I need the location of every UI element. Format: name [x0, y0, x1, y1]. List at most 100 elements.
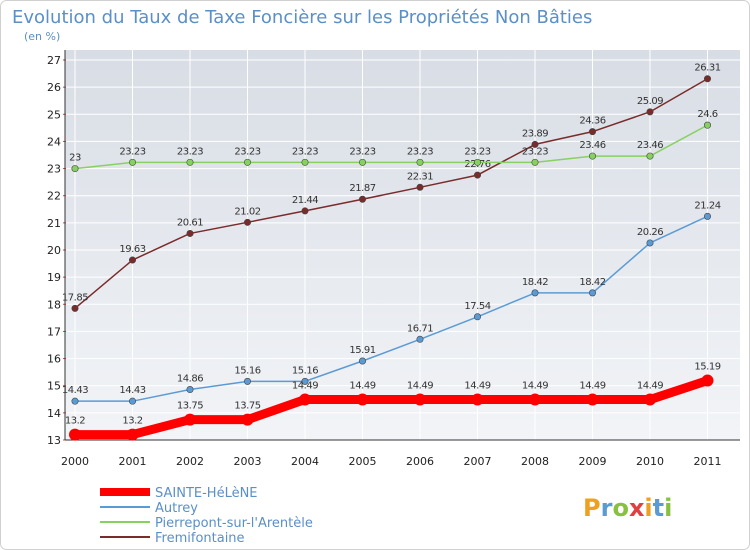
data-label: 23.23	[177, 146, 203, 157]
data-label: 25.09	[637, 96, 663, 107]
legend: SAINTE-HéLèNEAutreyPierrepont-sur-l'Aren…	[100, 486, 313, 546]
x-tick-label: 2007	[464, 455, 492, 468]
data-point	[244, 158, 252, 166]
x-tick-label: 2001	[119, 455, 147, 468]
data-label: 23	[69, 153, 81, 164]
data-label: 14.49	[579, 381, 605, 392]
data-label: 13.2	[65, 416, 85, 427]
data-point	[356, 393, 369, 406]
data-point	[186, 229, 194, 237]
y-tick-label: 20	[47, 244, 61, 257]
data-label: 14.49	[349, 381, 375, 392]
data-point	[358, 357, 366, 365]
data-label: 15.91	[349, 345, 375, 356]
data-label: 20.26	[637, 227, 663, 238]
y-tick-label: 19	[47, 271, 61, 284]
data-point	[186, 386, 194, 394]
data-label: 24.36	[579, 116, 605, 127]
data-label: 24.6	[697, 109, 717, 120]
data-point	[244, 377, 252, 385]
data-label: 14.86	[177, 374, 203, 385]
data-point	[416, 183, 424, 191]
y-tick-label: 17	[47, 325, 61, 338]
proxiti-logo: Proxiti	[583, 494, 672, 522]
data-point	[701, 374, 714, 387]
data-point	[71, 397, 79, 405]
data-point	[531, 158, 539, 166]
data-point	[644, 393, 656, 406]
data-label: 23.23	[464, 146, 490, 157]
legend-label: SAINTE-HéLèNE	[155, 486, 258, 501]
data-label: 15.16	[292, 365, 318, 376]
data-point	[586, 393, 599, 406]
data-label: 15.19	[694, 362, 720, 373]
data-point	[69, 428, 81, 441]
data-label: 14.43	[119, 385, 145, 396]
data-label: 21.44	[292, 195, 318, 206]
series-line	[75, 215, 708, 402]
data-point	[71, 304, 79, 312]
data-point	[588, 152, 596, 160]
data-point	[703, 75, 711, 83]
series-line	[74, 78, 708, 309]
data-point	[414, 393, 426, 406]
data-label: 18.42	[579, 277, 605, 288]
x-tick-label: 2010	[636, 455, 664, 468]
data-point	[129, 158, 137, 166]
chart-subtitle: (en %)	[24, 30, 60, 43]
data-point	[299, 393, 311, 406]
data-label: 23.46	[637, 140, 663, 151]
data-point	[126, 428, 139, 441]
data-label: 23.23	[407, 146, 433, 157]
data-point	[703, 121, 711, 129]
data-label: 23.23	[292, 146, 318, 157]
y-tick-label: 13	[47, 434, 61, 447]
x-tick-label: 2004	[291, 455, 319, 468]
data-label: 14.49	[637, 381, 663, 392]
data-point	[529, 393, 541, 406]
axes: 13 14 15 16 17 18 19 20 21 22 23 24 25 26 27 2000 2001 20…	[47, 50, 740, 468]
data-label: 22.31	[407, 171, 433, 182]
chart-title: Evolution du Taux de Taxe Foncière sur l…	[12, 7, 592, 28]
data-label: 19.63	[119, 244, 145, 255]
series-Pierrepont-sur-l'Arentèle: 23 23.23 23.23 23.23 23.23 23.23 23.23 23.23 23.…	[69, 109, 718, 173]
data-point	[646, 108, 654, 116]
data-point	[473, 158, 481, 166]
data-label: 15.16	[234, 365, 260, 376]
y-tick-label: 25	[47, 108, 61, 121]
data-point	[646, 152, 654, 160]
data-point	[186, 158, 194, 166]
y-tick-label: 24	[47, 135, 61, 148]
data-label: 21.24	[694, 200, 720, 211]
data-point	[703, 212, 711, 220]
data-label: 14.49	[464, 381, 490, 392]
y-tick-label: 18	[47, 298, 61, 311]
data-label: 26.31	[694, 63, 720, 74]
legend-label: Fremifontaine	[155, 531, 245, 546]
data-label: 23.23	[522, 146, 548, 157]
data-point	[588, 289, 596, 297]
data-label: 23.23	[349, 146, 375, 157]
y-tick-label: 22	[47, 190, 61, 203]
x-tick-label: 2009	[579, 455, 607, 468]
data-point	[588, 128, 596, 136]
data-point	[129, 256, 137, 264]
data-label: 17.85	[62, 292, 88, 303]
data-point	[301, 158, 309, 166]
series-SAINTE-HéLèNE: 13.2 13.2 13.75 13.75 14.49 14.49 14.49 14.49 14…	[65, 362, 721, 441]
data-point	[301, 207, 309, 215]
data-point	[646, 239, 654, 247]
y-tick-label: 27	[47, 54, 61, 67]
logo-text: Proxiti	[583, 494, 672, 522]
data-point	[416, 335, 424, 343]
data-label: 21.02	[234, 206, 260, 217]
data-label: 13.75	[177, 401, 203, 412]
data-label: 17.54	[464, 301, 490, 312]
data-point	[184, 413, 196, 426]
y-tick-label: 14	[47, 407, 61, 420]
y-tick-label: 26	[47, 81, 61, 94]
data-label: 14.43	[62, 385, 88, 396]
data-label: 14.49	[407, 381, 433, 392]
data-label: 23.23	[119, 146, 145, 157]
